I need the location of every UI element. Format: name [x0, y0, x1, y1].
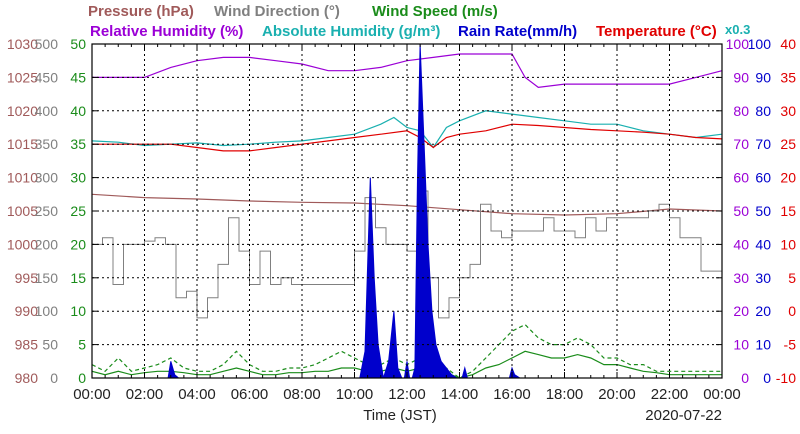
x-tick-label: 20:00 — [598, 386, 636, 403]
legend-entry: Temperature (°C) — [596, 23, 717, 40]
y-tick-label: 100 — [748, 36, 772, 52]
axis-tick-labels: 1030102510201015101010051000995990985980… — [7, 36, 796, 403]
x-tick-label: 22:00 — [651, 386, 689, 403]
y-tick-label: 50 — [70, 36, 86, 52]
y-tick-label: 45 — [70, 69, 86, 85]
x-tick-label: 10:00 — [336, 386, 374, 403]
y-tick-label: 30 — [70, 170, 86, 186]
y-tick-label: 40 — [755, 236, 771, 252]
legend-entry: Relative Humidity (%) — [90, 23, 243, 40]
y-tick-label: 5 — [78, 337, 86, 353]
grid — [92, 44, 722, 378]
y-tick-label: 50 — [733, 203, 749, 219]
y-tick-label: 10 — [755, 337, 771, 353]
y-tick-label: 30 — [755, 270, 771, 286]
y-tick-label: 15 — [780, 203, 796, 219]
y-tick-label: 300 — [35, 170, 59, 186]
y-tick-label: 0 — [78, 370, 86, 386]
y-tick-label: 50 — [42, 337, 58, 353]
y-tick-label: 20 — [70, 236, 86, 252]
y-tick-label: 0 — [788, 303, 796, 319]
y-tick-label: 40 — [70, 103, 86, 119]
plot-frame — [91, 43, 723, 379]
y-tick-label: 70 — [733, 136, 749, 152]
y-tick-label: 80 — [733, 103, 749, 119]
legend-entry: Wind Direction (°) — [214, 3, 340, 20]
y-tick-label: 10 — [70, 303, 86, 319]
legend-entry: Absolute Humidity (g/m³) — [262, 23, 440, 40]
series-line — [91, 110, 723, 149]
x-tick-label: 00:00 — [73, 386, 111, 403]
x-tick-label: 16:00 — [493, 386, 531, 403]
x-tick-label: 02:00 — [126, 386, 164, 403]
x-tick-label: 00:00 — [703, 386, 741, 403]
y-tick-label: 15 — [70, 270, 86, 286]
y-tick-label: 400 — [35, 103, 59, 119]
y-tick-label: -10 — [776, 370, 796, 386]
legend-entry: Pressure (hPa) — [88, 3, 194, 20]
y-tick-label: 20 — [733, 303, 749, 319]
y-tick-label: 35 — [780, 69, 796, 85]
y-tick-label: 40 — [733, 236, 749, 252]
y-tick-label: 25 — [780, 136, 796, 152]
rain-scale-note: x0.3 — [725, 22, 750, 37]
y-tick-label: 70 — [755, 136, 771, 152]
y-tick-label: 90 — [733, 69, 749, 85]
y-tick-label: 0 — [763, 370, 771, 386]
y-tick-label: -5 — [784, 337, 797, 353]
y-tick-label: 1005 — [7, 203, 38, 219]
y-tick-label: 1010 — [7, 170, 38, 186]
x-tick-label: 18:00 — [546, 386, 584, 403]
y-tick-label: 10 — [780, 236, 796, 252]
legend-entry: Wind Speed (m/s) — [372, 3, 498, 20]
y-tick-label: 980 — [15, 370, 39, 386]
y-tick-label: 250 — [35, 203, 59, 219]
y-tick-label: 30 — [733, 270, 749, 286]
y-tick-label: 5 — [788, 270, 796, 286]
y-tick-label: 350 — [35, 136, 59, 152]
y-tick-label: 20 — [780, 170, 796, 186]
y-tick-label: 1020 — [7, 103, 38, 119]
y-tick-label: 990 — [15, 303, 39, 319]
x-tick-label: 04:00 — [178, 386, 216, 403]
y-tick-label: 0 — [741, 370, 749, 386]
y-tick-label: 450 — [35, 69, 59, 85]
legend-entry: Rain Rate(mm/h) — [458, 23, 577, 40]
y-tick-label: 150 — [35, 270, 59, 286]
x-axis-label: Time (JST) — [363, 407, 437, 424]
y-tick-label: 100 — [35, 303, 59, 319]
y-tick-label: 100 — [726, 36, 750, 52]
y-tick-label: 1000 — [7, 236, 38, 252]
y-tick-label: 1015 — [7, 136, 38, 152]
y-tick-label: 35 — [70, 136, 86, 152]
y-tick-label: 1025 — [7, 69, 38, 85]
date-label: 2020-07-22 — [645, 407, 722, 424]
y-tick-label: 60 — [755, 170, 771, 186]
y-tick-label: 25 — [70, 203, 86, 219]
y-tick-label: 200 — [35, 236, 59, 252]
y-tick-label: 0 — [50, 370, 58, 386]
y-tick-label: 40 — [780, 36, 796, 52]
x-tick-label: 08:00 — [283, 386, 321, 403]
y-tick-label: 1030 — [7, 36, 38, 52]
x-tick-label: 06:00 — [231, 386, 269, 403]
y-tick-label: 60 — [733, 170, 749, 186]
x-tick-label: 14:00 — [441, 386, 479, 403]
y-tick-label: 500 — [35, 36, 59, 52]
y-tick-label: 995 — [15, 270, 39, 286]
x-tick-label: 12:00 — [388, 386, 426, 403]
y-tick-label: 90 — [755, 69, 771, 85]
legend: Pressure (hPa) Wind Direction (°) Wind Spe… — [88, 3, 750, 40]
y-tick-label: 10 — [733, 337, 749, 353]
y-tick-label: 30 — [780, 103, 796, 119]
y-tick-label: 80 — [755, 103, 771, 119]
y-tick-label: 50 — [755, 203, 771, 219]
y-tick-label: 20 — [755, 303, 771, 319]
y-tick-label: 985 — [15, 337, 39, 353]
